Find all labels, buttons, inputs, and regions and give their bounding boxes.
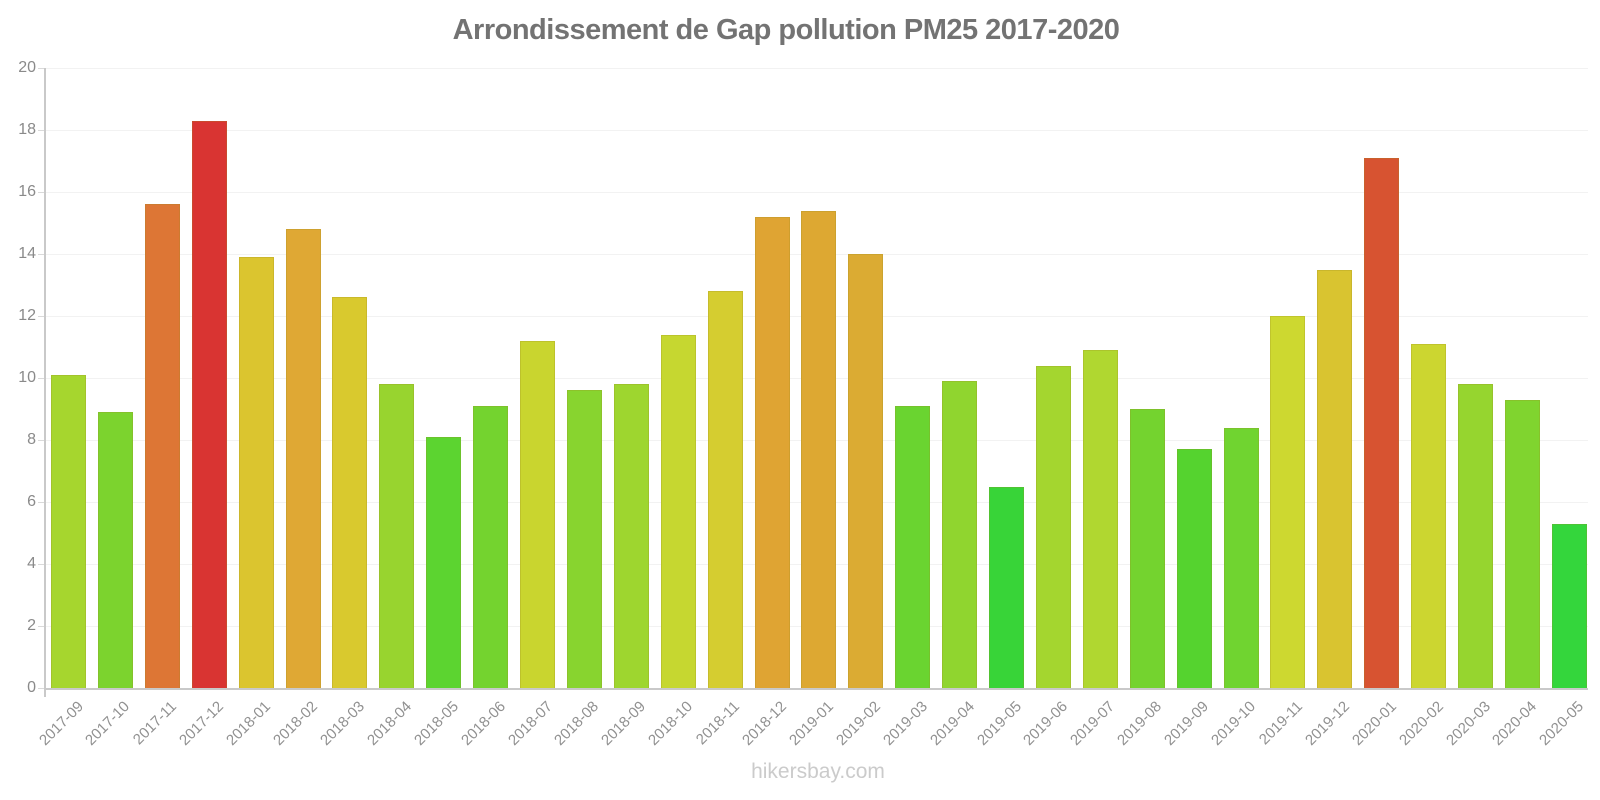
y-tick-6 — [38, 502, 45, 503]
bar-2019-08[interactable] — [1129, 409, 1165, 688]
bar-2018-09[interactable] — [613, 384, 649, 688]
y-axis-label-10: 10 — [18, 369, 36, 386]
y-tick-18 — [38, 130, 45, 131]
y-tick-10 — [38, 378, 45, 379]
bar-2019-12[interactable] — [1317, 269, 1353, 688]
y-axis-label-12: 12 — [18, 307, 36, 324]
bar-2019-06[interactable] — [1035, 365, 1071, 688]
watermark: hikersbay.com — [751, 760, 885, 783]
y-axis-label-16: 16 — [18, 183, 36, 200]
bar-2019-03[interactable] — [895, 405, 931, 688]
y-axis-label-0: 0 — [27, 679, 36, 696]
bar-2020-04[interactable] — [1504, 399, 1540, 688]
y-tick-4 — [38, 564, 45, 565]
bar-2019-07[interactable] — [1082, 350, 1118, 688]
bar-2018-06[interactable] — [473, 405, 509, 688]
x-axis-line — [44, 688, 1588, 690]
bar-2019-02[interactable] — [848, 254, 884, 688]
gridline-y16 — [45, 192, 1588, 193]
bar-2018-08[interactable] — [566, 390, 602, 688]
y-axis-label-14: 14 — [18, 245, 36, 262]
chart-title: Arrondissement de Gap pollution PM25 201… — [452, 14, 1120, 46]
y-tick-12 — [38, 316, 45, 317]
y-tick-16 — [38, 192, 45, 193]
bar-2017-09[interactable] — [51, 374, 86, 688]
y-tick-14 — [38, 254, 45, 255]
bar-2018-04[interactable] — [379, 384, 415, 688]
bar-2018-07[interactable] — [520, 340, 555, 688]
bar-2018-01[interactable] — [238, 257, 274, 688]
y-axis-line — [44, 68, 46, 697]
bar-2020-02[interactable] — [1411, 343, 1447, 688]
bar-2019-10[interactable] — [1223, 427, 1259, 688]
y-axis-label-6: 6 — [27, 493, 36, 510]
y-tick-0 — [38, 688, 45, 689]
gridline-y20 — [45, 68, 1588, 69]
bar-2019-01[interactable] — [801, 210, 837, 688]
y-axis-label-20: 20 — [18, 59, 36, 76]
gridline-y18 — [45, 130, 1588, 131]
bar-2017-12[interactable] — [191, 120, 227, 688]
y-tick-20 — [38, 68, 45, 69]
bar-2020-03[interactable] — [1458, 384, 1493, 688]
bar-2018-05[interactable] — [426, 436, 462, 688]
y-tick-2 — [38, 626, 45, 627]
y-axis-label-4: 4 — [27, 555, 36, 572]
y-axis-label-8: 8 — [27, 431, 36, 448]
bar-2019-04[interactable] — [942, 381, 978, 688]
y-axis-label-2: 2 — [27, 617, 36, 634]
y-tick-8 — [38, 440, 45, 441]
bar-2019-09[interactable] — [1176, 449, 1212, 688]
bar-2018-03[interactable] — [332, 297, 368, 688]
y-axis-label-18: 18 — [18, 121, 36, 138]
bar-2018-11[interactable] — [707, 291, 743, 688]
bar-2017-10[interactable] — [97, 412, 133, 688]
bar-2020-05[interactable] — [1551, 523, 1587, 688]
bar-2019-05[interactable] — [989, 486, 1024, 688]
bar-2018-12[interactable] — [754, 216, 790, 688]
bar-2018-10[interactable] — [660, 334, 696, 688]
bar-2017-11[interactable] — [144, 204, 180, 688]
bar-2018-02[interactable] — [285, 229, 321, 688]
bar-2019-11[interactable] — [1270, 316, 1306, 688]
bar-2020-01[interactable] — [1364, 157, 1400, 688]
